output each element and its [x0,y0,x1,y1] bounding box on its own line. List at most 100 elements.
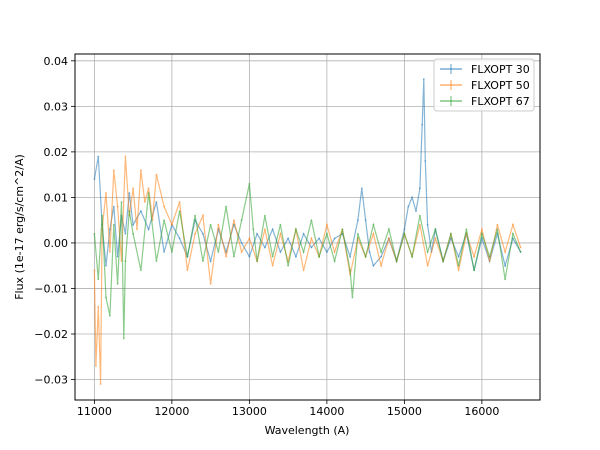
data-point [380,251,382,253]
data-point [407,205,410,208]
data-point [333,237,336,240]
data-point [419,223,421,226]
data-point [411,196,413,199]
legend: FLXOPT 30 FLXOPT 50 FLXOPT 67 [433,58,535,112]
data-point [248,237,251,240]
data-point [256,232,258,235]
data-point [140,269,142,272]
data-point [424,160,427,162]
data-point [519,251,522,253]
data-point [155,260,158,262]
data-point [202,232,204,235]
data-point [240,242,243,244]
y-axis-label: Flux (1e-17 erg/s/cm^2/A) [13,154,26,300]
data-point [97,278,100,281]
data-point [225,205,228,208]
data-point [496,223,499,226]
data-point [341,228,344,231]
data-point [93,269,96,272]
data-point [415,210,417,213]
data-point [171,223,173,226]
data-point [457,264,460,267]
data-point [105,264,107,267]
data-point [388,237,390,240]
data-point [128,192,131,194]
data-point [333,251,336,253]
data-point [326,223,328,226]
data-point [287,237,289,240]
data-point [504,264,506,267]
data-point [109,251,111,253]
data-point [120,201,123,203]
data-point [318,255,320,258]
data-point [349,255,351,258]
data-point [147,192,150,194]
data-point [264,246,266,249]
data-point [155,173,158,176]
data-point [279,232,282,235]
data-point [333,260,336,262]
data-point [147,187,150,190]
legend-label: FLXOPT 67 [471,95,530,108]
data-point [264,228,266,231]
data-point [302,269,305,272]
data-point [504,278,506,281]
data-point [488,260,491,262]
data-point [128,210,131,213]
data-point [512,232,514,235]
data-point [302,232,305,235]
data-point [426,251,429,253]
data-point [194,214,197,217]
data-point [442,260,444,262]
data-point [109,228,111,231]
y-tick-label: 0.04 [44,55,69,68]
data-point [419,187,421,190]
data-point [93,232,96,235]
data-point [124,232,127,235]
legend-label: FLXOPT 50 [471,79,530,92]
legend-item: FLXOPT 50 [440,79,530,92]
series-line [93,183,522,339]
data-point [380,264,382,267]
data-point [380,255,382,258]
y-tick-label: −0.02 [34,328,68,341]
data-point [426,264,429,267]
data-point [364,219,367,222]
x-tick-label: 13000 [232,405,267,418]
data-point [295,228,297,231]
data-point [112,205,115,208]
data-point [360,187,363,190]
data-point [372,223,375,226]
data-point [116,283,119,285]
data-point [240,251,243,253]
data-point [112,169,115,172]
data-point [318,237,320,240]
data-point [434,237,437,240]
data-point [357,232,359,235]
series-line [93,156,522,385]
x-axis-ticks: 11000 12000 13000 14000 15000 16000 [77,400,499,418]
data-point [217,251,220,253]
data-point [233,219,235,222]
data-point [264,214,266,217]
data-point [419,214,421,217]
data-point [248,255,251,258]
y-tick-label: 0.02 [44,146,69,159]
data-point [163,205,166,208]
grid-lines [75,54,540,400]
data-point [93,178,96,181]
data-point [140,169,142,172]
y-axis-ticks: −0.03 −0.02 −0.01 0.00 0.01 0.02 0.03 0.04 [34,55,75,387]
data-point [302,251,305,253]
data-point [163,251,166,253]
data-point [504,251,506,253]
y-tick-label: 0.03 [44,100,69,113]
data-point [178,210,181,213]
legend-box [433,58,535,112]
data-point [473,269,475,272]
data-point [105,192,107,194]
data-point [178,237,181,240]
data-point [186,269,189,272]
data-point [395,260,398,262]
x-tick-label: 16000 [464,405,499,418]
